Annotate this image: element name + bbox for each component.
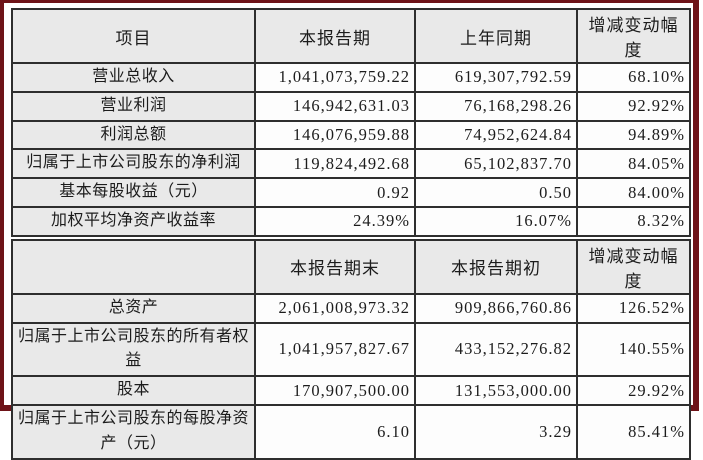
change-value: 68.10%: [576, 62, 691, 93]
prior-value: 3.29: [414, 403, 578, 460]
current-value: 1,041,957,827.67: [254, 321, 416, 378]
header-prior-period: 上年同期: [414, 8, 578, 64]
row-label: 归属于上市公司股东的所有者权益: [11, 321, 256, 378]
current-value: 1,041,073,759.22: [254, 62, 416, 93]
table-row-basic-eps: 基本每股收益（元） 0.92 0.50 84.00%: [11, 177, 691, 208]
change-value: 8.32%: [576, 205, 691, 239]
header-change: 增减变动幅度: [576, 8, 691, 64]
prior-value: 433,152,276.82: [414, 321, 578, 378]
row-label: 营业利润: [11, 90, 256, 122]
current-value: 146,942,631.03: [254, 90, 416, 122]
prior-value: 0.50: [414, 177, 578, 208]
prior-value: 74,952,624.84: [414, 119, 578, 151]
change-value: 94.89%: [576, 119, 691, 151]
header-change: 增减变动幅度: [576, 234, 691, 295]
row-label: 归属于上市公司股东的净利润: [11, 148, 256, 180]
prior-value: 16.07%: [414, 205, 578, 239]
row-label: 股本: [11, 375, 256, 406]
table-row-weighted-avg-roe: 加权平均净资产收益率 24.39% 16.07% 8.32%: [11, 205, 691, 239]
row-label: 加权平均净资产收益率: [11, 205, 256, 239]
current-value: 146,076,959.88: [254, 119, 416, 151]
row-label: 总资产: [11, 292, 256, 324]
change-value: 84.05%: [576, 148, 691, 180]
table-row-share-capital: 股本 170,907,500.00 131,553,000.00 29.92%: [11, 375, 691, 406]
prior-value: 909,866,760.86: [414, 292, 578, 324]
table-row-operating-profit: 营业利润 146,942,631.03 76,168,298.26 92.92%: [11, 90, 691, 122]
row-label: 营业总收入: [11, 62, 256, 93]
table-row-net-profit-attributable: 归属于上市公司股东的净利润 119,824,492.68 65,102,837.…: [11, 148, 691, 180]
prior-value: 131,553,000.00: [414, 375, 578, 406]
current-value: 170,907,500.00: [254, 375, 416, 406]
header-blank: [11, 234, 256, 295]
table-row-owners-equity: 归属于上市公司股东的所有者权益 1,041,957,827.67 433,152…: [11, 321, 691, 378]
row-label: 利润总额: [11, 119, 256, 151]
current-value: 6.10: [254, 403, 416, 460]
table-header-row-period: 项目 本报告期 上年同期 增减变动幅度: [11, 8, 691, 64]
table-row-total-assets: 总资产 2,061,008,973.32 909,866,760.86 126.…: [11, 292, 691, 324]
current-value: 24.39%: [254, 205, 416, 239]
prior-value: 619,307,792.59: [414, 62, 578, 93]
change-value: 126.52%: [576, 292, 691, 324]
header-period-begin: 本报告期初: [414, 234, 578, 295]
financial-summary-table: 项目 本报告期 上年同期 增减变动幅度 营业总收入 1,041,073,759.…: [11, 8, 691, 460]
row-label: 归属于上市公司股东的每股净资产（元）: [11, 403, 256, 460]
table-row-net-assets-per-share: 归属于上市公司股东的每股净资产（元） 6.10 3.29 85.41%: [11, 403, 691, 460]
prior-value: 76,168,298.26: [414, 90, 578, 122]
row-label: 基本每股收益（元）: [11, 177, 256, 208]
header-current-period: 本报告期: [254, 8, 416, 64]
change-value: 85.41%: [576, 403, 691, 460]
change-value: 84.00%: [576, 177, 691, 208]
header-item: 项目: [11, 8, 256, 64]
change-value: 92.92%: [576, 90, 691, 122]
current-value: 0.92: [254, 177, 416, 208]
change-value: 29.92%: [576, 375, 691, 406]
prior-value: 65,102,837.70: [414, 148, 578, 180]
current-value: 119,824,492.68: [254, 148, 416, 180]
table-row-total-profit: 利润总额 146,076,959.88 74,952,624.84 94.89%: [11, 119, 691, 151]
change-value: 140.55%: [576, 321, 691, 378]
header-period-end: 本报告期末: [254, 234, 416, 295]
table-row-total-revenue: 营业总收入 1,041,073,759.22 619,307,792.59 68…: [11, 62, 691, 93]
current-value: 2,061,008,973.32: [254, 292, 416, 324]
table-header-row-balance: 本报告期末 本报告期初 增减变动幅度: [11, 234, 691, 295]
